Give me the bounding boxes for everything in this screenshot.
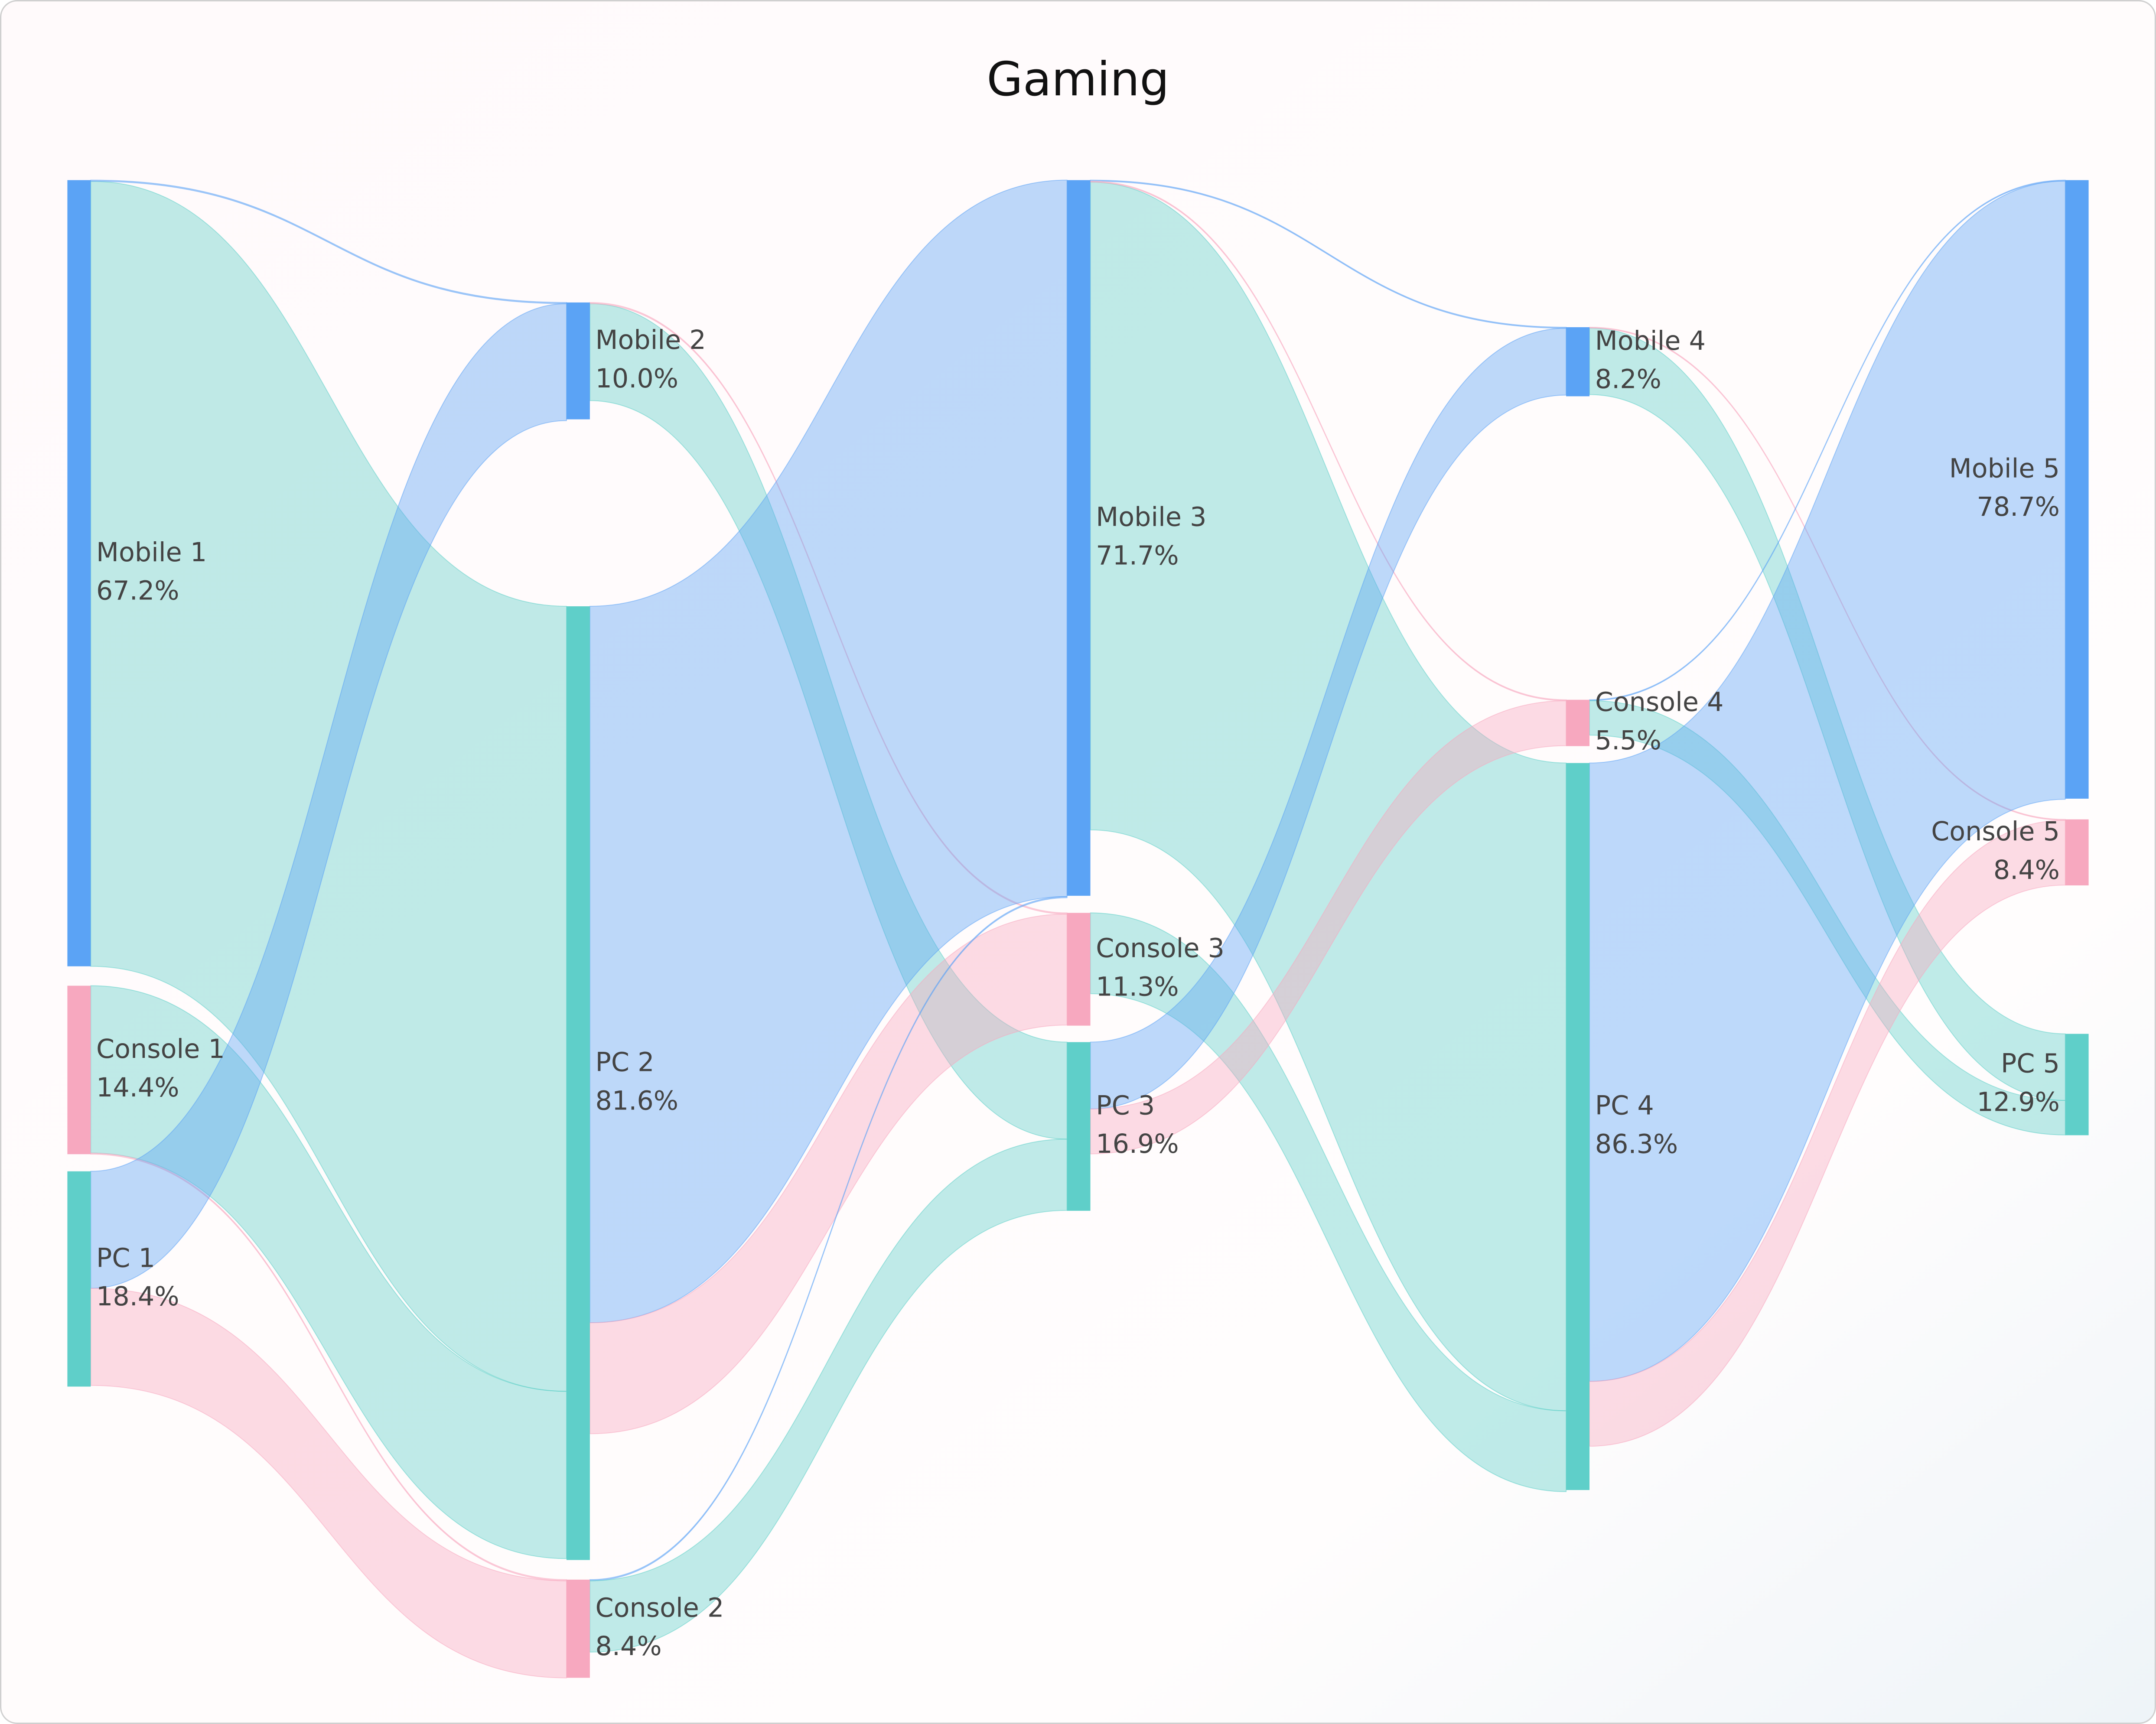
node-value-label: 8.2% xyxy=(1595,364,1661,395)
flow-link xyxy=(589,896,1068,1581)
links xyxy=(90,179,2066,1678)
node xyxy=(2065,180,2089,799)
node xyxy=(67,1171,91,1387)
node xyxy=(67,986,91,1155)
flow-link xyxy=(90,1288,567,1678)
node xyxy=(1067,913,1091,1026)
node-value-label: 11.3% xyxy=(1096,972,1179,1002)
node-value-label: 71.7% xyxy=(1096,540,1179,571)
node-value-label: 8.4% xyxy=(1993,855,2060,885)
nodes xyxy=(67,180,2089,1678)
node-value-label: 12.9% xyxy=(1977,1087,2059,1118)
node-label: PC 5 xyxy=(2001,1049,2060,1079)
node xyxy=(566,1579,590,1678)
flow-link xyxy=(1589,180,2066,1382)
node xyxy=(566,302,590,420)
node-value-label: 8.4% xyxy=(596,1631,662,1662)
node-value-label: 18.4% xyxy=(96,1282,179,1312)
node-value-label: 16.9% xyxy=(1096,1129,1179,1159)
node-label: Console 1 xyxy=(96,1034,225,1064)
node xyxy=(67,180,91,966)
node-value-label: 14.4% xyxy=(96,1073,179,1103)
node xyxy=(566,606,590,1560)
node-label: Mobile 5 xyxy=(1949,453,2060,484)
node-label: Mobile 1 xyxy=(96,537,207,568)
node-label: Mobile 3 xyxy=(1096,502,1206,532)
node xyxy=(1566,763,1590,1490)
node xyxy=(1067,180,1091,896)
node-label: Console 5 xyxy=(1931,816,2060,847)
labels: Mobile 1 67.2% Console 1 14.4% PC 1 18.4% Mobi… xyxy=(96,325,2060,1662)
chart-title: Gaming xyxy=(987,52,1169,107)
node-value-label: 10.0% xyxy=(596,364,678,394)
node-label: Console 4 xyxy=(1595,687,1724,717)
node-value-label: 86.3% xyxy=(1595,1129,1678,1159)
node-label: Mobile 4 xyxy=(1595,326,1706,356)
node-label: PC 2 xyxy=(596,1047,655,1077)
node-label: PC 4 xyxy=(1595,1091,1654,1121)
flow-link xyxy=(90,303,567,1289)
node-label: PC 3 xyxy=(1096,1090,1155,1121)
node-label: PC 1 xyxy=(96,1243,155,1273)
node-value-label: 78.7% xyxy=(1977,492,2059,522)
flow-link xyxy=(1090,912,1567,1492)
node-label: Console 3 xyxy=(1096,934,1225,964)
node-label: Console 2 xyxy=(596,1593,724,1623)
node xyxy=(1566,699,1590,746)
node-value-label: 81.6% xyxy=(596,1086,678,1116)
node xyxy=(2065,1034,2089,1135)
node-label: Mobile 2 xyxy=(596,325,706,355)
node-value-label: 5.5% xyxy=(1595,725,1661,756)
node-value-label: 67.2% xyxy=(96,576,179,606)
node xyxy=(1067,1042,1091,1211)
node xyxy=(1566,327,1590,397)
node xyxy=(2065,819,2089,886)
